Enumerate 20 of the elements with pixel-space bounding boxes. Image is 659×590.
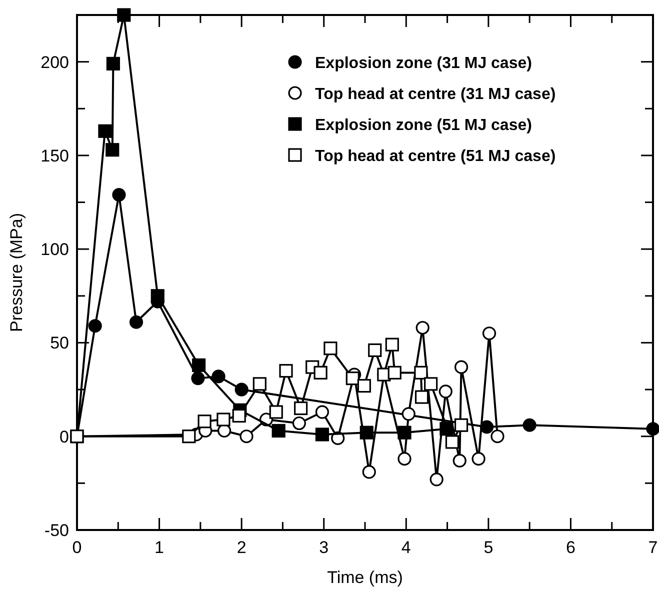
- x-tick-label: 6: [566, 538, 576, 557]
- y-axis-title: Pressure (MPa): [7, 212, 26, 332]
- x-tick-label: 7: [648, 538, 658, 557]
- x-tick-label: 4: [401, 538, 411, 557]
- x-tick-label: 3: [319, 538, 329, 557]
- x-tick-label: 2: [236, 538, 246, 557]
- legend-label: Explosion zone (31 MJ case): [315, 55, 532, 72]
- y-tick-label: -50: [44, 521, 69, 540]
- y-tick-label: 200: [40, 52, 69, 72]
- legend-label: Top head at centre (51 MJ case): [315, 148, 556, 165]
- y-tick-label: 100: [40, 240, 69, 260]
- y-tick-label: 50: [50, 334, 69, 353]
- y-tick-label: 150: [40, 146, 69, 166]
- legend-label: Top head at centre (31 MJ case): [315, 86, 556, 103]
- x-tick-label: 5: [484, 538, 494, 557]
- legend-label: Explosion zone (51 MJ case): [315, 117, 532, 134]
- x-tick-label: 1: [154, 538, 164, 557]
- x-axis-title: Time (ms): [327, 568, 403, 587]
- x-tick-label: 0: [72, 538, 82, 557]
- y-tick-label: 0: [60, 427, 69, 446]
